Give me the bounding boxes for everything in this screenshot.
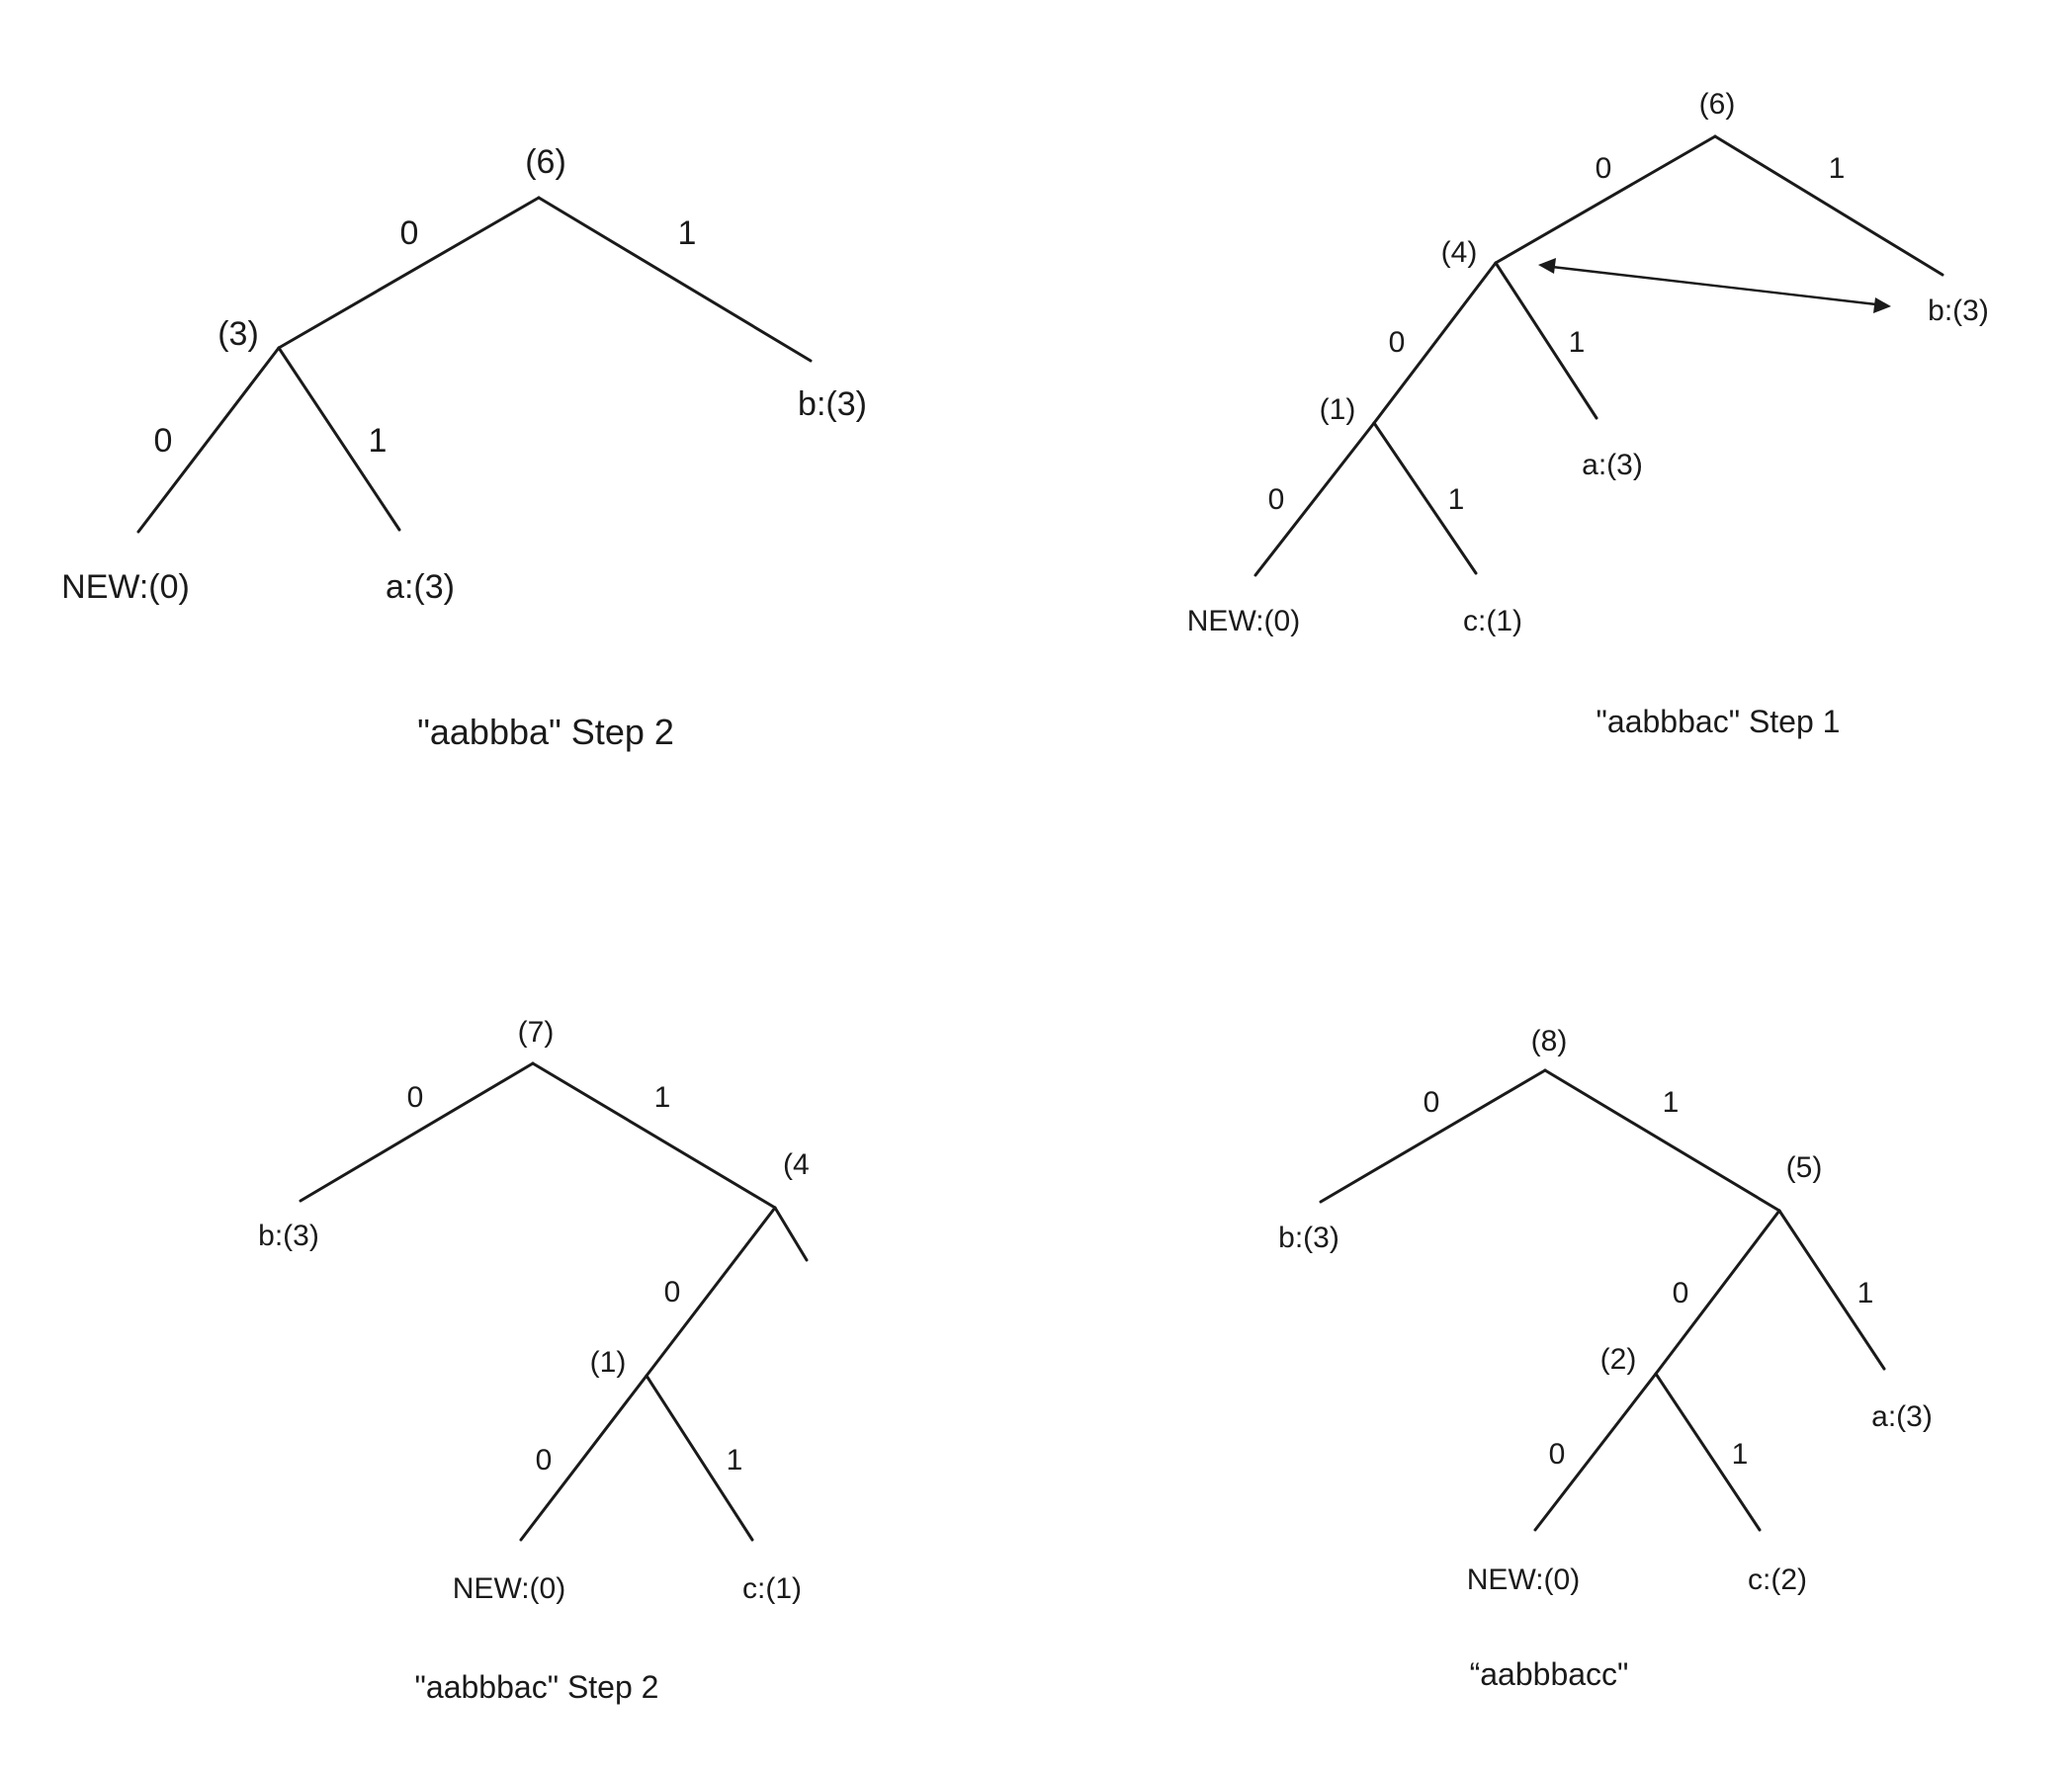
leaf-a-label: a:(3)	[1871, 1400, 1933, 1433]
leaf-right-label: b:(3)	[798, 385, 867, 423]
edge-right-right-stub	[773, 1206, 809, 1262]
node-left-label: (3)	[217, 315, 259, 353]
node-right-label: (5)	[1786, 1151, 1823, 1184]
node-right-label: (4	[783, 1148, 810, 1181]
edge-left-right	[1494, 261, 1598, 420]
leaf-a-label: a:(3)	[1582, 449, 1643, 481]
edge-right-left	[1654, 1209, 1781, 1376]
edge-label-left-left: 0	[154, 422, 173, 460]
edge-label-rl-left: 0	[536, 1444, 553, 1477]
edge-ll-right	[1372, 421, 1478, 575]
edge-root-left	[1319, 1068, 1547, 1204]
leaf-new-label: NEW:(0)	[453, 1572, 565, 1605]
edge-right-right	[1777, 1209, 1886, 1371]
leaf-new-label: NEW:(0)	[1187, 605, 1300, 637]
diagram-caption: "aabbbac" Step 1	[1597, 704, 1841, 739]
edge-ll-left	[1253, 421, 1376, 577]
swap-arrow-line	[1551, 265, 1877, 306]
edge-rl-left	[519, 1374, 648, 1542]
edge-rl-right	[1654, 1372, 1762, 1532]
leaf-c-label: c:(1)	[1463, 605, 1522, 637]
node-rl-label: (2)	[1600, 1343, 1637, 1376]
edge-label-left-left: 0	[1389, 326, 1406, 359]
diagram-aabbbacc: (8) b:(3) (5) (2) a:(3) NEW:(0) c:(2) 0 …	[1278, 1025, 1933, 1692]
edge-label-right-left: 0	[664, 1276, 681, 1309]
leaf-new-label: NEW:(0)	[1467, 1563, 1580, 1596]
swap-arrow-head-left	[1538, 258, 1556, 274]
node-root-label: (7)	[518, 1016, 555, 1049]
edge-label-root-left: 0	[400, 214, 419, 252]
edge-rl-right	[645, 1374, 754, 1542]
edge-root-right	[537, 196, 813, 363]
diagram-caption: "aabbbac" Step 2	[415, 1669, 659, 1705]
edge-label-root-left: 0	[407, 1081, 424, 1114]
edge-label-right-right: 1	[1857, 1277, 1874, 1309]
leaf-c-label: c:(2)	[1748, 1563, 1807, 1596]
edge-label-root-right: 1	[654, 1081, 671, 1114]
edge-left-left	[1372, 261, 1498, 425]
edge-root-right	[1543, 1068, 1781, 1213]
leaf-a-label: a:(3)	[386, 568, 455, 606]
diagram-aabbbac-step1: (6) (4) b:(3) (1) a:(3) NEW:(0) c:(1) 0 …	[1187, 88, 1989, 739]
diagram-caption: “aabbbacc"	[1470, 1656, 1629, 1692]
edge-label-root-right: 1	[678, 214, 697, 252]
edge-right-left	[645, 1206, 777, 1378]
edge-left-left	[136, 346, 281, 534]
edge-label-root-right: 1	[1829, 152, 1846, 185]
edge-label-left-right: 1	[369, 422, 388, 460]
edge-label-rl-right: 1	[727, 1444, 743, 1477]
edge-root-left	[1494, 134, 1717, 265]
node-rl-label: (1)	[590, 1346, 627, 1379]
node-root-label: (6)	[525, 143, 566, 181]
node-ll-label: (1)	[1320, 393, 1356, 426]
edge-root-left	[277, 196, 541, 350]
leaf-new-label: NEW:(0)	[61, 568, 190, 606]
edge-label-root-left: 0	[1596, 152, 1612, 185]
edge-label-rl-right: 1	[1732, 1438, 1749, 1471]
edge-rl-left	[1533, 1372, 1658, 1532]
edge-root-right	[1713, 134, 1944, 277]
diagram-aabbba-step2: (6) (3) b:(3) NEW:(0) a:(3) 0 1 0 1 "aab…	[61, 143, 867, 752]
edge-label-right-left: 0	[1673, 1277, 1689, 1309]
edge-label-rl-left: 0	[1549, 1438, 1566, 1471]
edge-label-root-left: 0	[1424, 1086, 1440, 1119]
diagram-caption: "aabbba" Step 2	[417, 712, 674, 752]
node-left-label: (4)	[1441, 236, 1478, 269]
edge-label-left-right: 1	[1569, 326, 1586, 359]
leaf-b-label: b:(3)	[1278, 1222, 1339, 1254]
edge-label-ll-left: 0	[1268, 483, 1285, 516]
edge-label-ll-right: 1	[1448, 483, 1465, 516]
edge-root-left	[299, 1061, 535, 1203]
leaf-b-label: b:(3)	[258, 1220, 319, 1252]
edge-label-root-right: 1	[1663, 1086, 1680, 1119]
edge-root-right	[531, 1061, 777, 1210]
leaf-c-label: c:(1)	[742, 1572, 802, 1605]
edge-left-right	[277, 346, 401, 532]
node-root-label: (8)	[1531, 1025, 1568, 1057]
node-root-label: (6)	[1699, 88, 1736, 121]
swap-arrow-head-right	[1873, 297, 1891, 313]
diagram-aabbbac-step2: (7) b:(3) (4 (1) NEW:(0) c:(1) 0 1 0 0 1…	[258, 1016, 810, 1705]
leaf-right-label: b:(3)	[1928, 295, 1989, 327]
